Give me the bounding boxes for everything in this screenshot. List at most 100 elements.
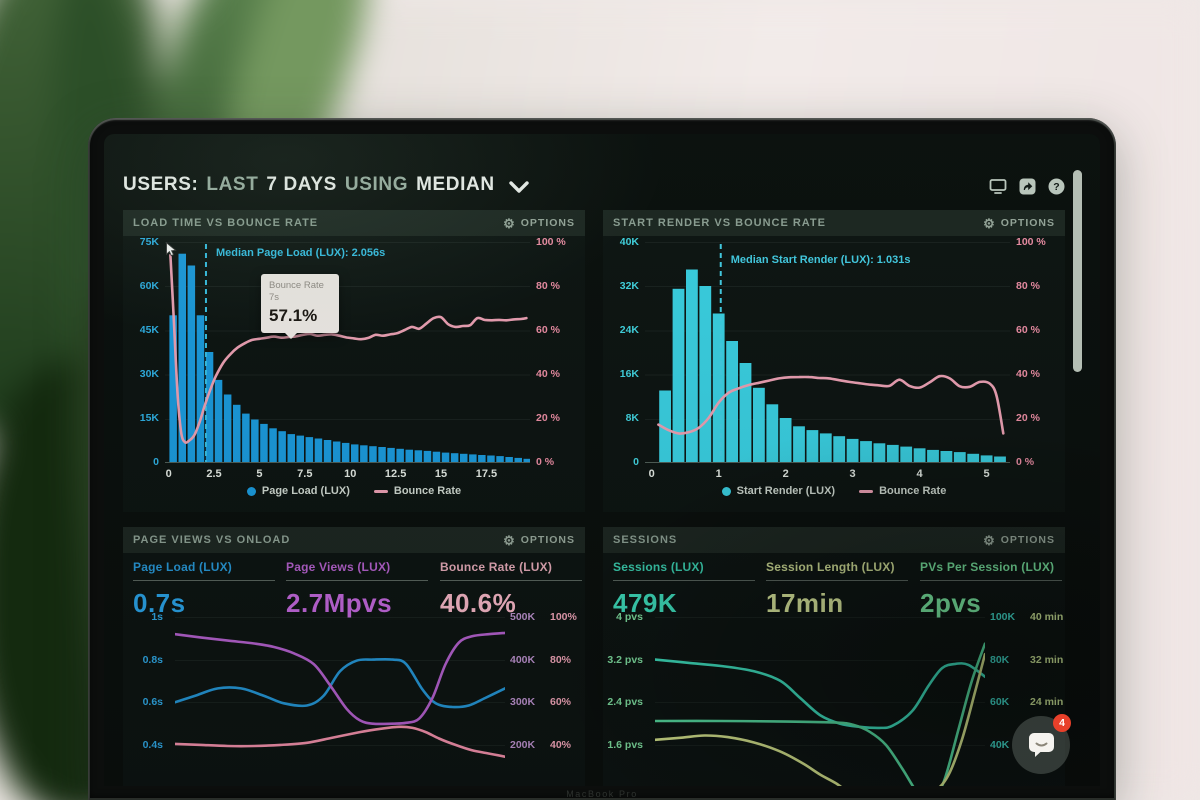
x-axis-tick: 7.5 [297, 468, 313, 480]
display-settings-button[interactable] [988, 176, 1008, 196]
legend-label: Page Load (LUX) [261, 485, 350, 497]
axis-tick: 1.6 pvs [607, 739, 643, 751]
axis-tick: 0 % [536, 456, 555, 468]
gridline [175, 702, 505, 703]
gridline [655, 660, 985, 661]
chevron-down-icon [508, 181, 529, 193]
axis-tick: 15K [139, 412, 159, 424]
load-time-chart[interactable]: Bounce Rate 7s 57.1% Median Page Load (L… [165, 242, 530, 463]
tooltip-time: 7s [269, 292, 280, 303]
axis-tick: 40K [619, 236, 639, 248]
axis-tick: 24K [619, 324, 639, 336]
median-annotation: Median Start Render (LUX): 1.031s [730, 254, 911, 266]
dashboard-header: USERS: LAST 7 DAYS USING MEDIAN [123, 174, 1080, 206]
axis-tick: 8K [625, 412, 639, 424]
axis-tick: 60% [550, 696, 572, 708]
stat-bounce-rate: Bounce Rate (LUX) 40.6% [440, 560, 582, 619]
y-axis-right-min: 40 min 32 min 24 min [1030, 611, 1074, 752]
y-axis-right: 100 % 80 % 60 % 40 % 20 % 0 % [536, 236, 583, 469]
axis-tick: 60K [990, 696, 1010, 708]
stat-label: Session Length (LUX) [766, 560, 895, 574]
stat-value: 2.7Mpvs [286, 588, 393, 618]
chart-legend: Page Load (LUX) Bounce Rate [123, 485, 585, 497]
axis-tick: 32 min [1030, 654, 1064, 666]
x-axis: 0 1 2 3 4 5 [645, 468, 1010, 482]
stat-label: PVs Per Session (LUX) [920, 560, 1055, 574]
legend-item[interactable]: Bounce Rate [373, 485, 461, 497]
legend-item[interactable]: Page Load (LUX) [246, 485, 350, 497]
axis-tick: 20 % [1016, 412, 1040, 424]
legend-item[interactable]: Bounce Rate [859, 485, 946, 497]
laptop: USERS: LAST 7 DAYS USING MEDIAN [88, 118, 1116, 800]
y-axis-right-k: 500K 400K 300K 200K [510, 611, 548, 752]
gridline [175, 617, 505, 618]
header-icon-bar: ? [988, 176, 1066, 196]
gridline [175, 745, 505, 746]
start-render-chart[interactable]: Median Start Render (LUX): 1.031s [645, 242, 1010, 463]
panel-page-views: PAGE VIEWS VS ONLOAD ⚙ OPTIONS Page Load… [123, 527, 585, 786]
y-axis-left: 40K 32K 24K 16K 8K 0 [603, 236, 639, 469]
notification-badge: 4 [1053, 714, 1071, 732]
options-button[interactable]: ⚙ OPTIONS [503, 534, 575, 547]
axis-tick: 60K [139, 280, 159, 292]
divider [286, 580, 428, 581]
x-axis-tick: 5 [983, 468, 990, 480]
options-button[interactable]: ⚙ OPTIONS [983, 534, 1055, 547]
axis-tick: 40 % [536, 368, 560, 380]
dashboard-screen: USERS: LAST 7 DAYS USING MEDIAN [104, 134, 1100, 786]
axis-tick: 3.2 pvs [607, 654, 643, 666]
scrollbar-thumb[interactable] [1073, 170, 1082, 372]
axis-tick: 32K [619, 280, 639, 292]
divider [920, 580, 1062, 581]
y-axis-right: 100 % 80 % 60 % 40 % 20 % 0 % [1016, 236, 1063, 469]
x-axis-tick: 10 [344, 468, 357, 480]
panel-header: LOAD TIME VS BOUNCE RATE ⚙ OPTIONS [123, 210, 585, 236]
stat-label: Bounce Rate (LUX) [440, 560, 553, 574]
x-axis: 0 2.5 5 7.5 10 12.5 15 17.5 [165, 468, 530, 482]
page-views-vs-onload-svg [175, 631, 505, 758]
page-views-chart[interactable] [175, 612, 505, 786]
chart-tooltip: Bounce Rate 7s 57.1% [261, 274, 339, 339]
panel-header: SESSIONS ⚙ OPTIONS [603, 527, 1065, 553]
x-axis-tick: 2 [782, 468, 789, 480]
mouse-cursor-icon [166, 242, 177, 257]
sessions-chart[interactable] [655, 612, 985, 786]
axis-tick: 0 [153, 456, 159, 468]
axis-tick: 24 min [1030, 696, 1064, 708]
options-button[interactable]: ⚙ OPTIONS [503, 217, 575, 230]
axis-tick: 100 % [1016, 236, 1046, 248]
axis-tick: 1s [151, 611, 163, 623]
stat-value: 2pvs [920, 588, 982, 618]
gear-icon: ⚙ [503, 532, 516, 548]
median-annotation: Median Page Load (LUX): 2.056s [215, 247, 386, 259]
x-axis-tick: 0 [165, 468, 172, 480]
axis-tick: 80K [990, 654, 1010, 666]
tooltip-value: 57.1% [269, 306, 318, 325]
users-range-dropdown[interactable]: USERS: LAST 7 DAYS USING MEDIAN [123, 174, 529, 196]
help-button[interactable]: ? [1046, 176, 1066, 196]
panel-load-time: LOAD TIME VS BOUNCE RATE ⚙ OPTIONS 75K 60… [123, 210, 585, 512]
divider [440, 580, 582, 581]
legend-line-marker [373, 489, 388, 493]
panel-title: SESSIONS [613, 534, 678, 546]
x-axis-tick: 15 [434, 468, 448, 480]
x-axis-tick: 12.5 [384, 468, 407, 480]
panel-header: PAGE VIEWS VS ONLOAD ⚙ OPTIONS [123, 527, 585, 553]
legend-item[interactable]: Start Render (LUX) [721, 485, 835, 497]
axis-tick: 2.4 pvs [607, 696, 643, 708]
chat-widget-button[interactable]: 4 [1012, 714, 1071, 774]
divider [613, 580, 755, 581]
divider [766, 580, 908, 581]
share-button[interactable] [1017, 176, 1037, 196]
axis-tick: 400K [510, 654, 536, 666]
axis-tick: 60 % [536, 324, 560, 336]
options-button[interactable]: ⚙ OPTIONS [983, 217, 1055, 230]
panel-header: START RENDER VS BOUNCE RATE ⚙ OPTIONS [603, 210, 1065, 236]
chart-legend: Start Render (LUX) Bounce Rate [603, 485, 1065, 497]
start-render-vs-bounce-svg [657, 244, 1006, 462]
legend-line-marker [859, 489, 874, 493]
gridline [655, 702, 985, 703]
axis-tick: 30K [139, 368, 159, 380]
stat-value: 40.6% [440, 588, 517, 618]
